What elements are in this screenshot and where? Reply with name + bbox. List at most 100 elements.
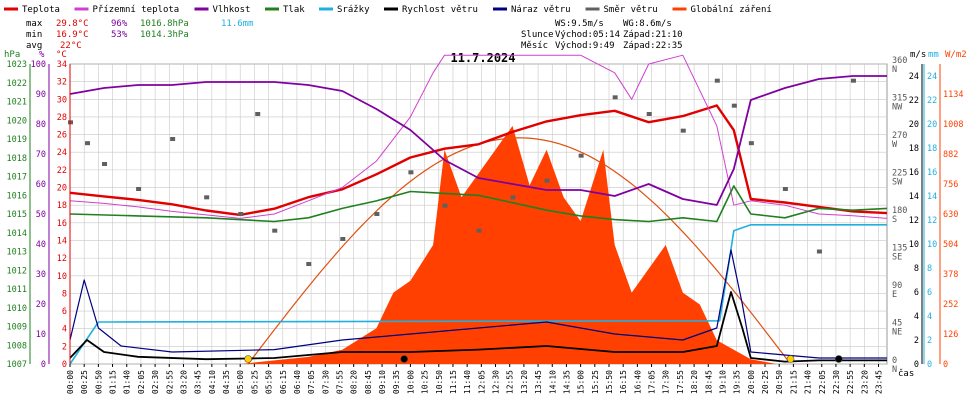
axis-radiation-tick: 882 — [943, 150, 958, 160]
axis-radiation-tick: 630 — [943, 210, 958, 220]
axis-wind-tick: 0 — [914, 360, 919, 370]
axis-temperature-tick: 26 — [57, 131, 67, 141]
x-tick-label: 13:45 — [534, 370, 543, 394]
x-tick-label: 10:00 — [406, 370, 415, 394]
stats-max-press: 1016.8hPa — [140, 19, 189, 29]
axis-radiation-tick: 504 — [943, 240, 958, 250]
axis-temperature-tick: 8 — [62, 289, 67, 299]
wind-dir-point-17 — [578, 153, 584, 158]
axis-direction-tick: 180 — [892, 206, 907, 216]
axis-temperature-tick: 10 — [57, 272, 67, 282]
x-tick-label: 14:10 — [548, 370, 557, 394]
sun-set: Západ:21:10 — [623, 30, 683, 40]
axis-rain-tick: 0 — [927, 360, 932, 370]
axis-humidity-tick: 50 — [36, 210, 46, 220]
axis-radiation-tick: 1008 — [943, 120, 963, 130]
wind-dir-point-16 — [544, 178, 550, 183]
axis-direction-tick: NW — [892, 103, 903, 113]
axis-pressure-tick: 1010 — [7, 304, 27, 314]
x-tick-label: 17:05 — [648, 370, 657, 394]
axis-direction-tick: E — [892, 290, 897, 300]
axis-rain-tick: 22 — [927, 96, 937, 106]
series-line-5 — [69, 291, 887, 363]
x-tick-label: 19:35 — [733, 370, 742, 394]
series-line-0 — [69, 104, 888, 217]
axis-direction-tick: 90 — [892, 281, 902, 291]
wind-dir-point-24 — [782, 187, 788, 191]
axis-direction-tick: S — [892, 215, 897, 225]
axis-radiation-tick: 1134 — [943, 90, 963, 100]
stats-max-rain: 11.6mm — [221, 19, 254, 29]
wind-dir-point-20 — [680, 128, 686, 133]
wind-sun-block: WS:9.5m/s WG:8.6m/s Slunce Východ:05:14 … — [521, 19, 683, 51]
axis-wind-tick: 24 — [909, 72, 919, 82]
axis-wind-tick: 6 — [914, 288, 919, 298]
x-tick-label: 01:40 — [123, 370, 132, 394]
x-tick-label: 05:50 — [265, 370, 274, 394]
x-tick-label: 11:40 — [463, 370, 472, 394]
series-line-6 — [69, 249, 887, 359]
sun-marker-icon — [244, 355, 252, 363]
x-tick-label: 21:40 — [804, 370, 813, 394]
axis-direction-tick: W — [892, 140, 898, 150]
axis-rain-tick: 18 — [927, 144, 937, 154]
axis-temperature-tick: 2 — [62, 342, 67, 352]
axis-title-wm2: W/m2 — [945, 50, 966, 60]
axis-temperature-tick: 32 — [57, 78, 67, 88]
axis-temperature-tick: 18 — [57, 201, 67, 211]
axis-temperature-tick: 28 — [57, 113, 67, 123]
axis-temperature-tick: 0 — [62, 360, 67, 370]
axis-wind-tick: 2 — [914, 336, 919, 346]
axis-direction-tick: N — [892, 365, 897, 375]
x-tick-label: 21:15 — [789, 370, 798, 394]
x-tick-label: 03:45 — [194, 370, 203, 394]
axis-rain-tick: 20 — [927, 120, 937, 130]
axis-rain-tick: 24 — [927, 72, 937, 82]
x-tick-label: 04:35 — [222, 370, 231, 394]
wind-dir-point-6 — [238, 212, 244, 216]
series-line-2 — [69, 75, 887, 206]
x-tick-label: 02:05 — [137, 370, 146, 394]
wind-dir-point-21 — [714, 78, 720, 83]
axis-wind-tick: 18 — [909, 144, 919, 154]
wind-dir-point-22 — [731, 103, 737, 108]
axis-pressure-tick: 1018 — [7, 154, 27, 164]
wind-dir-point-5 — [204, 195, 210, 200]
legend-label-1: Přízemní teplota — [93, 5, 180, 15]
wind-dir-point-13 — [442, 203, 448, 208]
x-tick-label: 12:30 — [492, 370, 501, 394]
x-tick-label: 07:55 — [335, 370, 344, 394]
moon-marker-icon — [834, 355, 843, 363]
stats-min-hum: 53% — [111, 30, 128, 40]
wind-dir-point-19 — [646, 112, 652, 116]
axis-direction-tick: N — [892, 65, 897, 75]
axis-pressure-tick: 1016 — [7, 191, 27, 201]
x-tick-label: 17:30 — [662, 370, 671, 394]
x-tick-label: 05:00 — [236, 370, 245, 394]
wind-dir-point-1 — [85, 141, 91, 146]
axis-temperature-tick: 34 — [57, 60, 67, 70]
axis-rain-tick: 12 — [927, 216, 937, 226]
x-tick-label: 23:20 — [860, 370, 869, 394]
axis-pressure-tick: 1020 — [7, 116, 27, 126]
axis-pressure-tick: 1008 — [7, 341, 27, 351]
axis-wind-tick: 12 — [909, 216, 919, 226]
axis-title-time: čas — [898, 368, 914, 379]
legend-label-7: Směr větru — [604, 5, 658, 15]
axis-humidity-tick: 40 — [36, 240, 46, 250]
axis-titles: hPa % °C m/s mm W/m2 čas — [4, 50, 966, 379]
axis-wind-tick: 4 — [914, 312, 919, 322]
stats-min-press: 1014.3hPa — [140, 30, 189, 40]
x-tick-label: 08:45 — [364, 370, 373, 394]
x-tick-label: 13:20 — [520, 370, 529, 394]
axis-direction-tick: 225 — [892, 169, 907, 179]
series-line-4 — [69, 224, 887, 365]
axis-direction-tick: SW — [892, 178, 903, 188]
wind-dir-point-11 — [374, 212, 380, 216]
stats-avg-label: avg — [26, 41, 42, 51]
axis-direction-tick: SE — [892, 253, 902, 263]
x-axis: 00:00 00:25 00:50 01:15 01:40 02:05 02:30 02:55… — [66, 364, 883, 394]
sun-marker-icon — [786, 355, 795, 363]
axis-pressure-tick: 1023 — [7, 60, 27, 70]
